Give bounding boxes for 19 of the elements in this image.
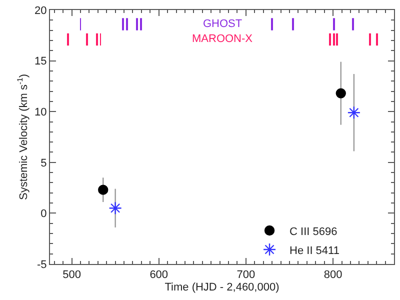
point [336, 88, 346, 98]
y-tick-label: 20 [34, 4, 47, 17]
x-tick-label: 800 [324, 269, 342, 282]
x-axis-title: Time (HJD - 2,460,000) [164, 281, 280, 294]
y-tick-label: 10 [34, 106, 47, 118]
point [108, 202, 122, 215]
legend-label: He II 5411 [290, 244, 340, 257]
y-tick-label: -5 [37, 258, 47, 271]
point [347, 106, 361, 120]
text: GHOST [203, 18, 242, 30]
point [98, 184, 108, 195]
text: MAROON-X [192, 33, 254, 45]
x-tick-label: 700 [236, 269, 256, 282]
y-tick-label: 15 [34, 56, 47, 68]
x-tick-label: 500 [62, 269, 81, 282]
y-tick-label: 5 [40, 157, 47, 170]
x-tick-label: 600 [150, 269, 168, 282]
legend-label: C III 5696 [290, 226, 338, 238]
y-tick-label: 0 [40, 208, 47, 220]
